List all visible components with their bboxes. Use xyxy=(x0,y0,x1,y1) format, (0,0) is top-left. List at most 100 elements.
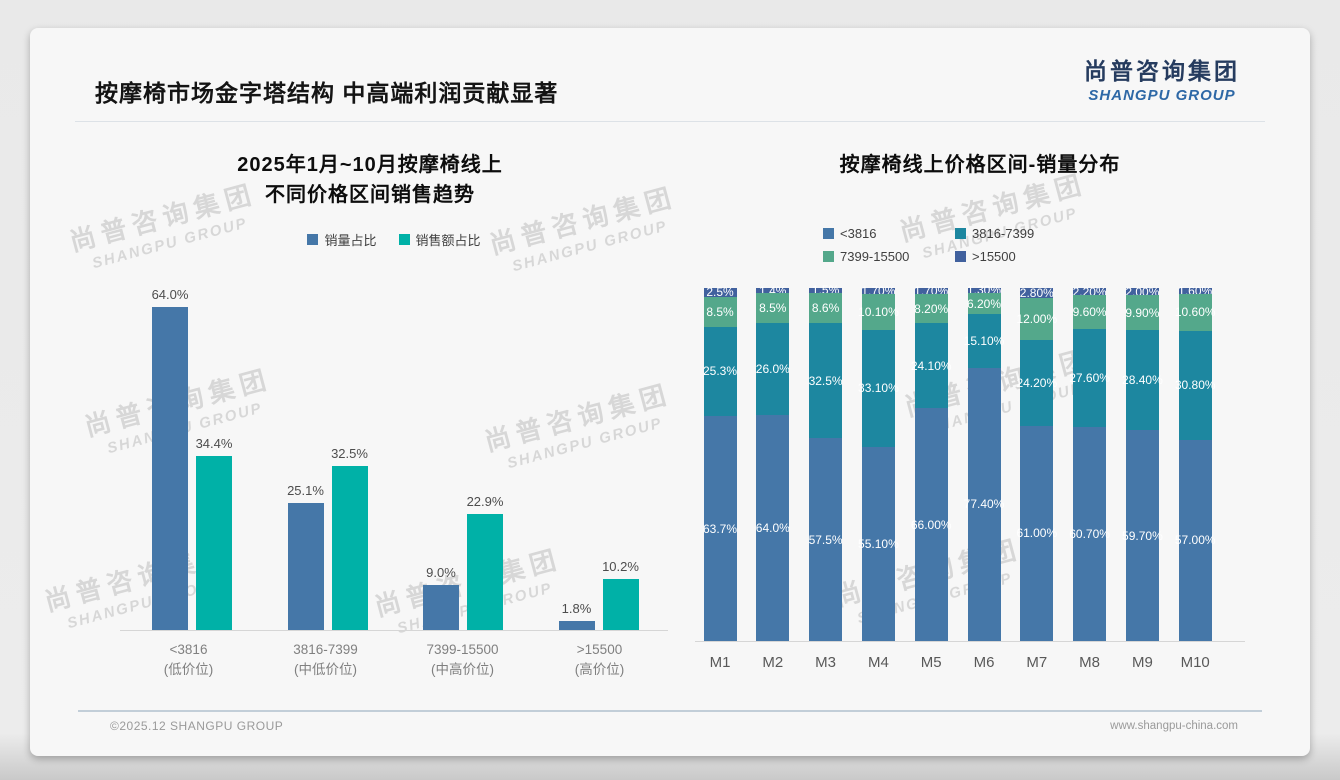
stacked-bar-M6: 77.40% 15.10% 6.20% 1.30% xyxy=(964,283,1004,641)
segment-<3816: 77.40% xyxy=(964,367,1004,641)
stacked-bar-M5: 66.00% 24.10% 8.20% 1.70% xyxy=(911,284,952,641)
legend-label: 销量占比 xyxy=(324,233,377,248)
legend-swatch xyxy=(398,234,410,245)
segment->15500: 2.20% xyxy=(1072,284,1107,299)
segment-label: 30.80% xyxy=(1174,378,1216,393)
bar-销量占比: 1.8% xyxy=(558,601,595,630)
bar-rect xyxy=(423,584,459,630)
segment-label: 33.10% xyxy=(858,381,899,396)
bar-rect xyxy=(196,456,232,630)
segment-label: 27.60% xyxy=(1069,371,1110,386)
segment-label: 24.10% xyxy=(910,358,952,373)
segment-label: 2.5% xyxy=(706,285,734,300)
footer-divider xyxy=(78,710,1262,712)
bar-rect xyxy=(558,620,595,630)
left-chart-title-line2: 不同价格区间销售趋势 xyxy=(265,184,475,206)
legend-swatch xyxy=(823,228,834,239)
segment-7399-15500: 8.6% xyxy=(809,292,843,324)
bar-value-label: 64.0% xyxy=(151,286,189,302)
bar-rect xyxy=(152,306,188,630)
stacked-bar-M8: 60.70% 27.60% 9.60% 2.20% xyxy=(1069,284,1110,641)
segment-7399-15500: 6.20% xyxy=(966,292,1002,315)
left-chart-legend: 销量占比 销售额占比 xyxy=(120,230,668,249)
legend-swatch xyxy=(955,251,966,262)
segment-7399-15500: 9.60% xyxy=(1073,295,1107,330)
legend-label: 销售额占比 xyxy=(415,233,481,248)
segment->15500: 2.00% xyxy=(1125,285,1159,299)
segment-3816-7399: 28.40% xyxy=(1122,330,1163,431)
segment-label: 8.6% xyxy=(811,301,840,316)
segment-7399-15500: 12.00% xyxy=(1016,297,1057,341)
segment-3816-7399: 33.10% xyxy=(858,329,899,447)
legend-item: 3816-7399 xyxy=(955,226,1034,241)
footer-website: www.shangpu-china.com xyxy=(1110,720,1238,732)
month-label: M2 xyxy=(762,654,784,671)
segment->15500: 2.80% xyxy=(1020,286,1054,300)
segment-7399-15500: 10.10% xyxy=(858,294,899,330)
left-chart-plot: 64.0% 34.4% 25.1% 32.5% 9.0% 22.9% 1.8% 10.2% xyxy=(120,285,668,630)
left-chart-title-line1: 2025年1月~10月按摩椅线上 xyxy=(237,154,503,176)
legend-item: <3816 xyxy=(823,226,955,241)
left-chart-x-axis xyxy=(120,630,668,631)
segment-<3816: 66.00% xyxy=(911,408,952,641)
segment-label: 12.00% xyxy=(1016,312,1058,327)
legend-label: 7399-15500 xyxy=(840,249,910,264)
legend-item: 销售额占比 xyxy=(398,230,481,249)
segment-label: 8.5% xyxy=(759,301,787,316)
segment-7399-15500: 9.90% xyxy=(1125,295,1159,331)
segment-label: 59.70% xyxy=(1122,528,1163,543)
category-label: <3816 (低价位) xyxy=(163,642,214,677)
segment-<3816: 63.7% xyxy=(702,416,738,641)
segment-3816-7399: 24.10% xyxy=(911,322,952,409)
segment-3816-7399: 30.80% xyxy=(1175,331,1216,440)
segment-label: 57.5% xyxy=(808,532,843,547)
segment-7399-15500: 8.20% xyxy=(914,294,948,323)
segment-<3816: 64.0% xyxy=(756,415,790,641)
month-label: M5 xyxy=(920,654,942,671)
legend-item: 销量占比 xyxy=(307,230,377,249)
segment-7399-15500: 10.60% xyxy=(1175,293,1216,332)
right-chart-x-axis xyxy=(695,641,1245,642)
segment-label: 26.0% xyxy=(755,362,790,377)
stacked-bar-M10: 57.00% 30.80% 10.60% 1.60% xyxy=(1175,284,1216,641)
page-title: 按摩椅市场金字塔结构 中高端利润贡献显著 xyxy=(95,80,559,106)
segment-label: 61.00% xyxy=(1016,526,1058,541)
legend-label: >15500 xyxy=(972,249,1016,264)
stacked-bar-M2: 64.0% 26.0% 8.5% 1.4% xyxy=(755,284,790,641)
bar-value-label: 25.1% xyxy=(287,483,324,499)
bar-销售额占比: 34.4% xyxy=(196,436,232,630)
segment-<3816: 60.70% xyxy=(1069,426,1110,641)
month-label: M9 xyxy=(1131,654,1153,671)
segment-label: 6.20% xyxy=(966,296,1002,311)
segment-label: 63.7% xyxy=(702,521,738,536)
stacked-bar-M7: 61.00% 24.20% 12.00% 2.80% xyxy=(1016,286,1057,641)
bar-group: 25.1% 32.5% xyxy=(287,445,368,630)
segment-3816-7399: 24.20% xyxy=(1016,340,1057,426)
right-chart-legend: <3816 3816-7399 7399-15500 >15500 xyxy=(823,226,1034,264)
month-label: M8 xyxy=(1079,654,1101,671)
segment-label: 10.10% xyxy=(858,304,899,319)
month-label: M7 xyxy=(1026,654,1048,671)
segment-<3816: 57.5% xyxy=(808,438,843,641)
segment-<3816: 61.00% xyxy=(1016,425,1057,641)
segment-label: 77.40% xyxy=(963,497,1005,512)
left-chart-category-labels: <3816 (低价位) 3816-7399 (中低价位) 7399-15500 (中高价位… xyxy=(120,640,668,680)
segment-label: 60.70% xyxy=(1069,526,1110,541)
bar-销量占比: 64.0% xyxy=(152,287,188,630)
left-chart-title: 2025年1月~10月按摩椅线上 不同价格区间销售趋势 xyxy=(65,150,675,210)
category-label: 7399-15500 (中高价位) xyxy=(426,642,499,677)
header-divider xyxy=(75,121,1265,122)
bar-value-label: 32.5% xyxy=(331,445,368,461)
month-label: M10 xyxy=(1180,654,1210,671)
month-label: M6 xyxy=(973,654,995,671)
bar-销售额占比: 22.9% xyxy=(467,494,503,630)
bar-group: 9.0% 22.9% xyxy=(423,494,503,630)
segment-label: 2.20% xyxy=(1072,284,1107,299)
stacked-bar-M1: 63.7% 25.3% 8.5% 2.5% xyxy=(702,285,738,641)
stacked-bar-M3: 57.5% 32.5% 8.6% 1.5% xyxy=(808,283,843,641)
segment-<3816: 55.10% xyxy=(858,446,899,641)
segment-label: 2.00% xyxy=(1125,284,1160,299)
segment-label: 55.10% xyxy=(858,536,899,551)
segment-label: 10.60% xyxy=(1174,305,1216,320)
right-chart-title: 按摩椅线上价格区间-销量分布 xyxy=(839,154,1121,176)
